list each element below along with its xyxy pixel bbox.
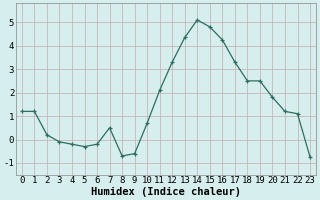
- X-axis label: Humidex (Indice chaleur): Humidex (Indice chaleur): [91, 186, 241, 197]
